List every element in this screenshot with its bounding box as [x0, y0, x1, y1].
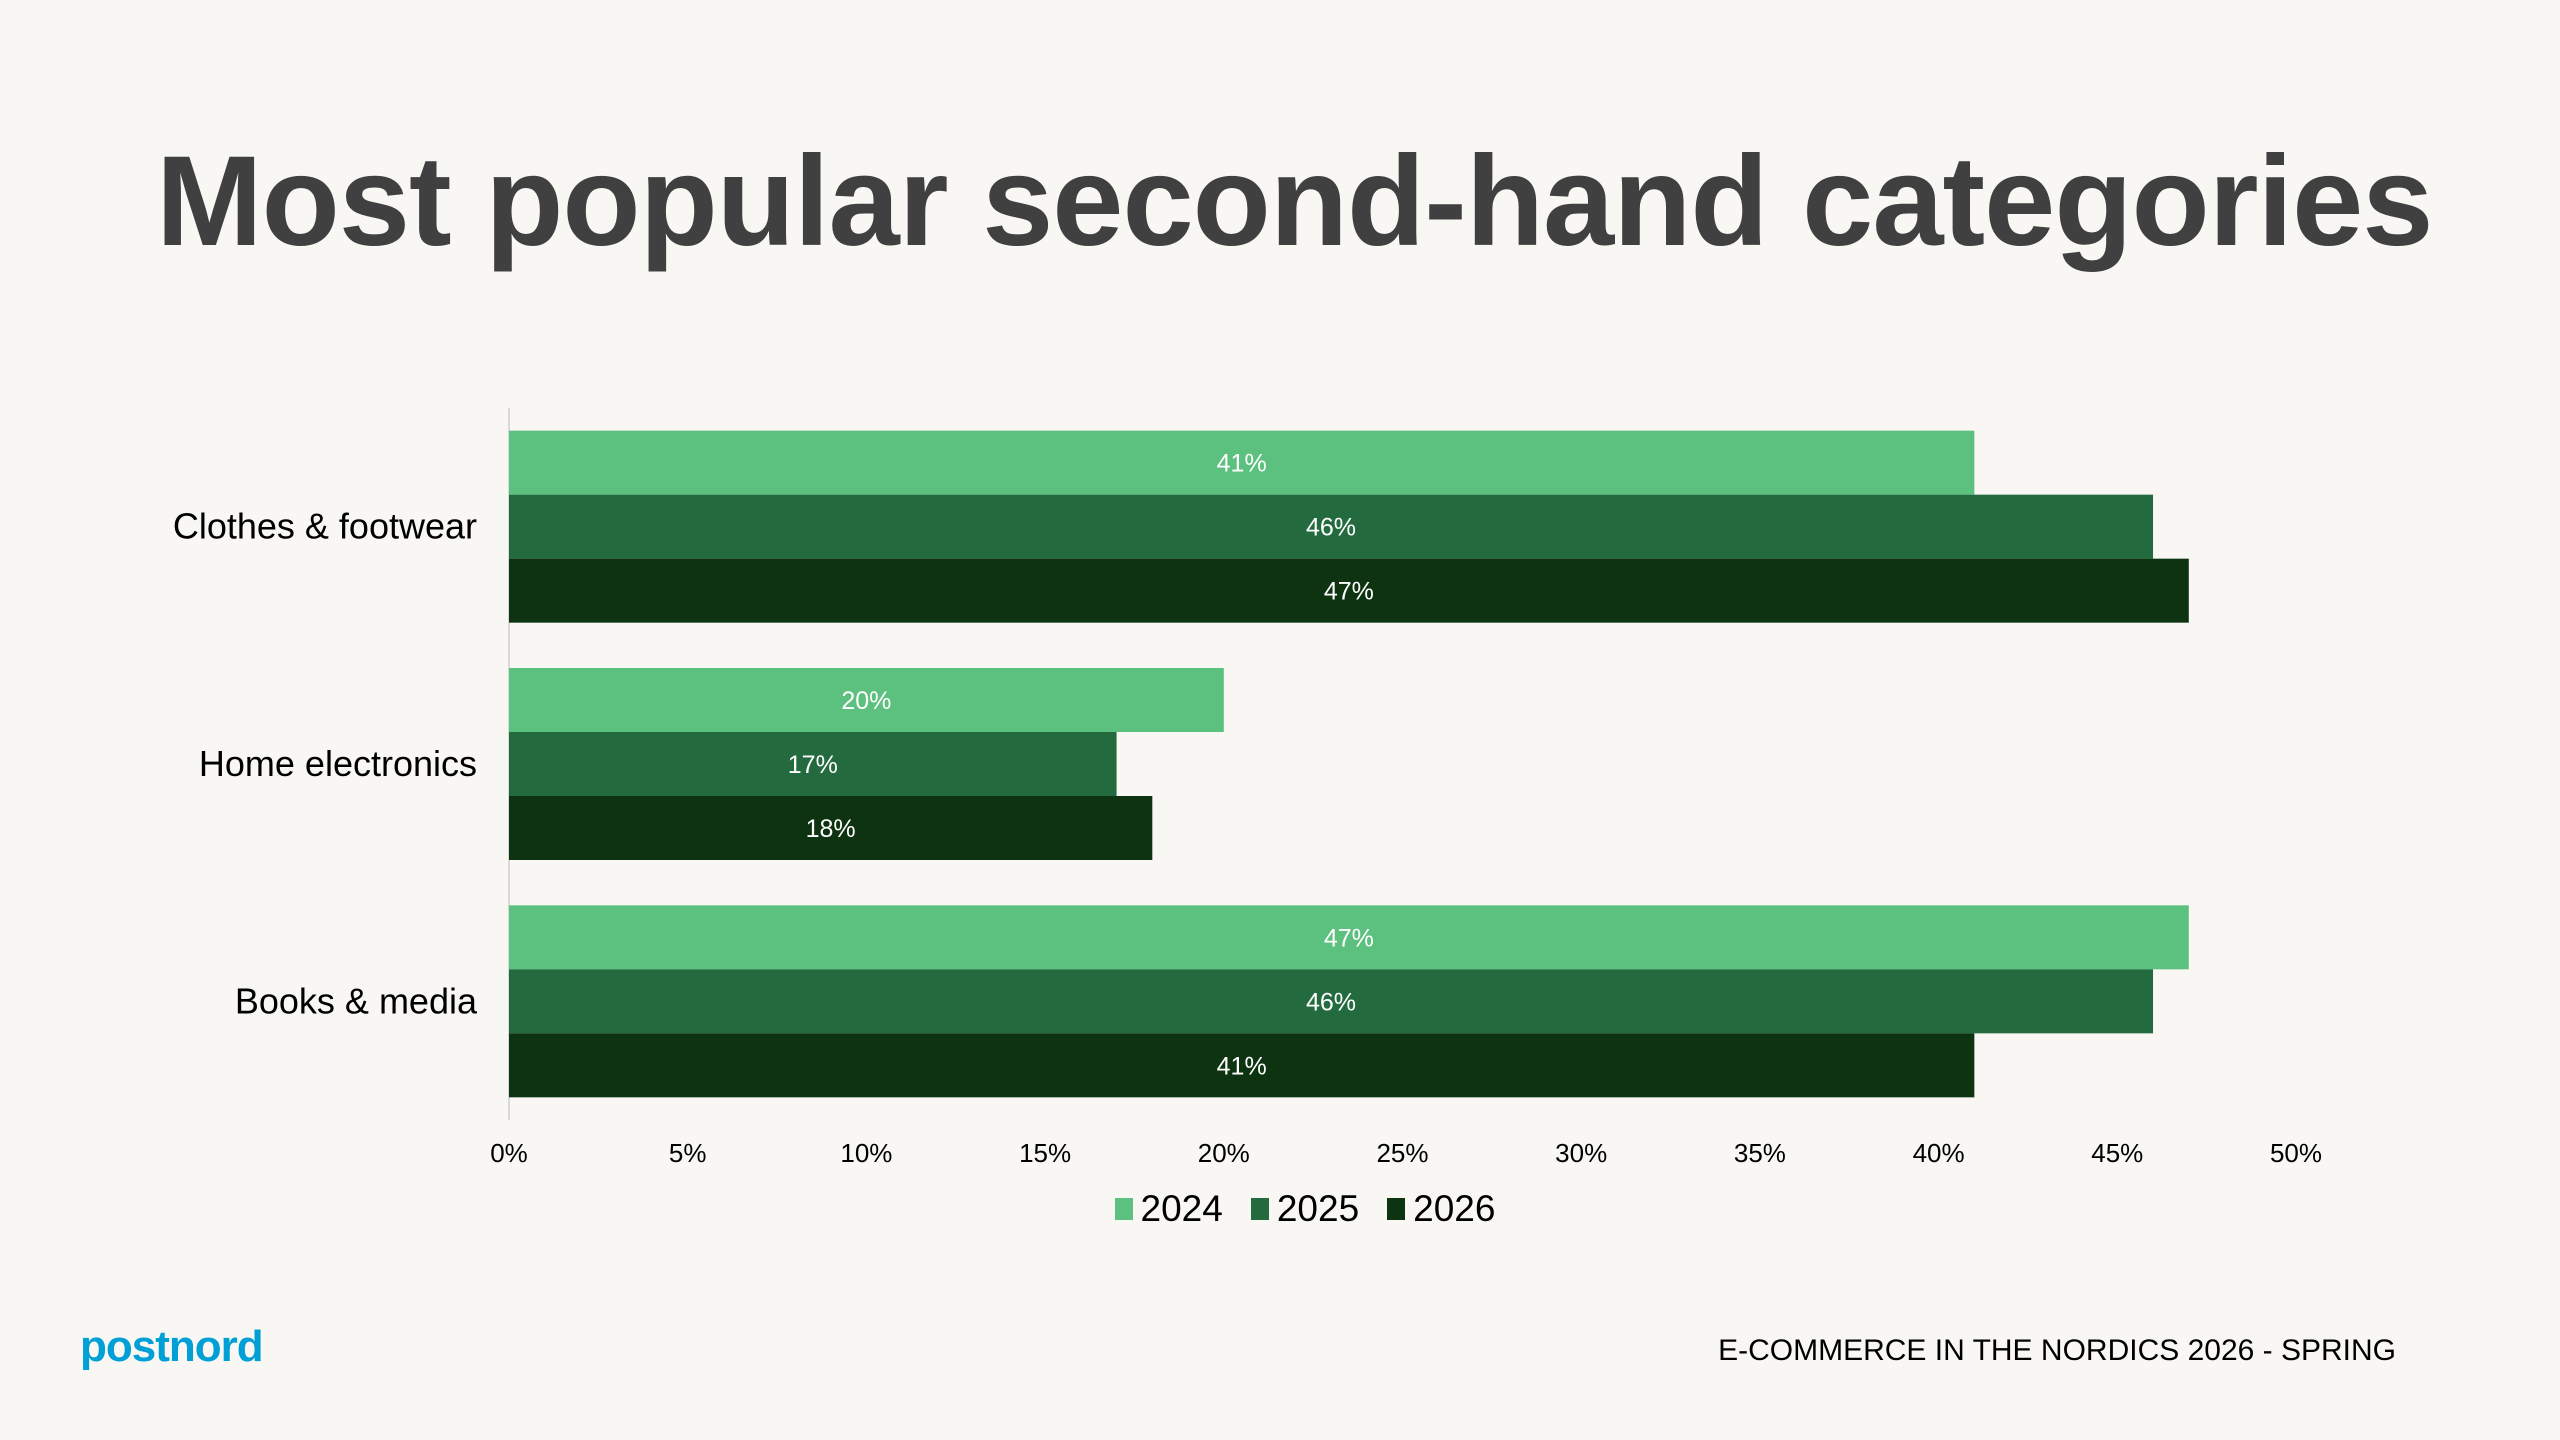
legend-swatch: [1250, 1198, 1269, 1220]
x-tick-label: 10%: [840, 1138, 892, 1168]
data-label: 47%: [1324, 578, 1374, 606]
bar: [509, 732, 1117, 796]
data-label: 17%: [788, 751, 838, 779]
data-label: 20%: [841, 687, 891, 715]
x-tick-label: 5%: [669, 1138, 707, 1168]
bar: [509, 558, 2189, 623]
x-tick-label: 20%: [1198, 1138, 1250, 1168]
legend: 2024 2025 2026: [0, 1188, 2560, 1230]
footer-text: E-COMMERCE IN THE NORDICS 2026 - SPRING: [1718, 1334, 2396, 1367]
postnord-logo: postnord: [80, 1322, 264, 1371]
x-tick-label: 35%: [1734, 1138, 1786, 1168]
x-tick-label: 45%: [2091, 1138, 2143, 1168]
x-tick-label: 30%: [1555, 1138, 1607, 1168]
bar: [509, 905, 2189, 970]
data-label: 46%: [1306, 988, 1356, 1016]
bar: [509, 796, 1153, 860]
bar: [509, 430, 1975, 495]
bar: [509, 494, 2154, 559]
bar: [509, 969, 2154, 1034]
x-tick-label: 25%: [1376, 1138, 1428, 1168]
category-label: Home electronics: [199, 743, 477, 784]
data-label: 18%: [806, 815, 856, 843]
data-label: 41%: [1217, 450, 1267, 478]
legend-item: 2026: [1387, 1188, 1495, 1230]
x-tick-label: 50%: [2270, 1138, 2322, 1168]
data-label: 47%: [1324, 924, 1374, 952]
bar: [509, 668, 1224, 732]
legend-label: 2026: [1413, 1188, 1496, 1229]
legend-swatch: [1114, 1198, 1133, 1220]
legend-item: 2025: [1250, 1188, 1360, 1230]
data-label: 41%: [1217, 1052, 1267, 1080]
legend-item: 2024: [1114, 1188, 1223, 1230]
page-title: Most popular second-hand categories: [156, 130, 2433, 273]
category-label: Clothes & footwear: [173, 506, 477, 547]
x-tick-label: 0%: [490, 1138, 528, 1168]
data-label: 46%: [1306, 514, 1356, 542]
x-tick-label: 15%: [1019, 1138, 1071, 1168]
bar: [509, 1033, 1975, 1098]
legend-label: 2025: [1276, 1188, 1360, 1229]
x-tick-label: 40%: [1913, 1138, 1965, 1168]
category-label: Books & media: [235, 980, 478, 1021]
legend-swatch: [1387, 1198, 1406, 1220]
legend-label: 2024: [1140, 1188, 1223, 1229]
